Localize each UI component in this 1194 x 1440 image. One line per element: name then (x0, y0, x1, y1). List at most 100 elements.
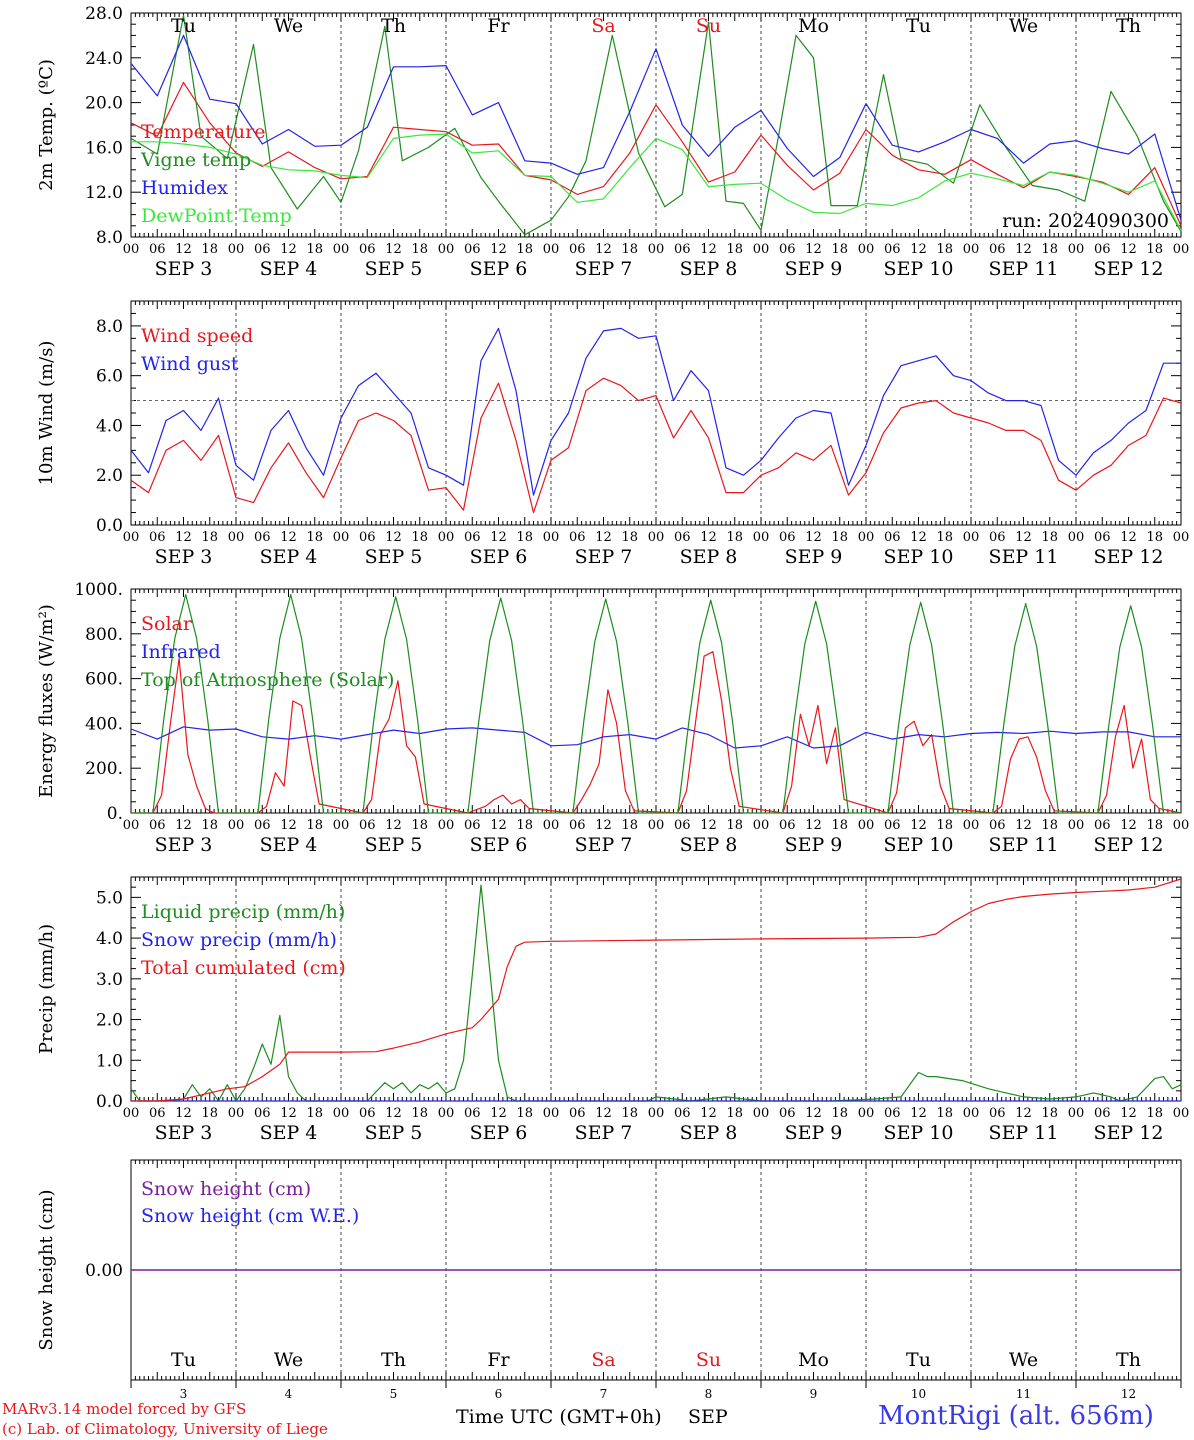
x-tick-label: 12 (175, 1106, 192, 1121)
month-label: SEP (688, 1406, 728, 1428)
x-tick-label: 12 (490, 242, 507, 257)
y-axis-title: Precip (mm/h) (36, 924, 57, 1054)
x-tick-label: 18 (516, 1106, 533, 1121)
date-label: SEP 7 (575, 258, 633, 280)
x-tick-label: 18 (411, 1106, 428, 1121)
day-name: Sa (591, 1349, 615, 1371)
date-label: SEP 3 (155, 834, 213, 856)
legend-entry: Humidex (141, 177, 228, 199)
x-tick-label: 18 (726, 530, 743, 545)
x-tick-label: 12 (280, 242, 297, 257)
series-line (131, 133, 1182, 231)
x-tick-label: 18 (306, 1106, 323, 1121)
day-name: Fr (487, 15, 510, 37)
series-line (131, 878, 1182, 1102)
x-tick-label: 00 (228, 818, 245, 833)
x-tick-label: 00 (438, 530, 455, 545)
x-tick-label: 00 (753, 818, 770, 833)
date-label: SEP 7 (575, 1122, 633, 1144)
legend-entry: Wind speed (141, 325, 253, 347)
legend-entry: Vigne temp (140, 149, 251, 171)
x-tick-label: 12 (595, 1106, 612, 1121)
x-tick-label: 18 (201, 242, 218, 257)
x-tick-label: 06 (1094, 530, 1111, 545)
x-tick-label: 12 (910, 242, 927, 257)
x-tick-label: 00 (1173, 242, 1190, 257)
date-label: SEP 4 (260, 546, 318, 568)
x-tick-label: 18 (1146, 1106, 1163, 1121)
x-tick-label: 18 (936, 1106, 953, 1121)
x-tick-label: 06 (359, 818, 376, 833)
day-number: 7 (600, 1387, 608, 1401)
x-tick-label: 00 (753, 242, 770, 257)
day-name: Tu (906, 1349, 931, 1371)
date-label: SEP 11 (989, 258, 1059, 280)
x-tick-label: 12 (700, 818, 717, 833)
x-tick-label: 12 (805, 818, 822, 833)
x-tick-label: 12 (805, 530, 822, 545)
date-label: SEP 7 (575, 834, 633, 856)
time-axis-title: Time UTC (GMT+0h) (456, 1406, 662, 1428)
x-tick-label: 18 (936, 242, 953, 257)
x-tick-label: 12 (805, 242, 822, 257)
date-label: SEP 10 (884, 546, 954, 568)
y-axis-title: Energy fluxes (W/m²) (36, 604, 57, 798)
y-tick-label: 2.0 (96, 1011, 123, 1031)
y-tick-label: 0.00 (85, 1261, 123, 1281)
date-label: SEP 9 (785, 1122, 843, 1144)
day-name: Th (1116, 1349, 1141, 1371)
y-tick-label: 0. (107, 804, 123, 824)
day-name: Fr (487, 1349, 510, 1371)
x-tick-label: 06 (149, 530, 166, 545)
x-tick-label: 06 (464, 242, 481, 257)
series-line (130, 14, 1182, 236)
date-label: SEP 8 (680, 1122, 738, 1144)
date-label: SEP 10 (884, 1122, 954, 1144)
x-tick-label: 00 (1068, 530, 1085, 545)
y-tick-label: 20.0 (85, 94, 123, 114)
x-tick-label: 12 (385, 818, 402, 833)
x-tick-label: 12 (490, 530, 507, 545)
x-tick-label: 00 (963, 530, 980, 545)
x-tick-label: 12 (280, 818, 297, 833)
day-number: 11 (1016, 1387, 1031, 1401)
x-tick-label: 18 (831, 818, 848, 833)
x-tick-label: 06 (254, 818, 271, 833)
date-label: SEP 5 (365, 834, 423, 856)
date-label: SEP 4 (260, 834, 318, 856)
y-tick-label: 0.0 (96, 1092, 123, 1112)
y-tick-label: 28.0 (85, 4, 123, 24)
plot-frame (130, 588, 1182, 814)
day-number: 5 (390, 1387, 398, 1401)
x-tick-label: 12 (175, 530, 192, 545)
date-label: SEP 9 (785, 546, 843, 568)
x-tick-label: 12 (385, 1106, 402, 1121)
day-number: 3 (180, 1387, 188, 1401)
x-tick-label: 12 (175, 818, 192, 833)
x-tick-label: 00 (123, 1106, 140, 1121)
x-tick-label: 06 (464, 818, 481, 833)
x-tick-label: 12 (700, 1106, 717, 1121)
x-tick-label: 06 (149, 1106, 166, 1121)
date-label: SEP 6 (470, 546, 528, 568)
x-tick-label: 12 (280, 1106, 297, 1121)
x-tick-label: 12 (595, 818, 612, 833)
date-label: SEP 8 (680, 834, 738, 856)
y-tick-label: 5.0 (96, 888, 123, 908)
x-tick-label: 06 (989, 1106, 1006, 1121)
date-label: SEP 10 (884, 258, 954, 280)
x-tick-label: 06 (569, 818, 586, 833)
y-tick-label: 600. (85, 670, 123, 690)
x-tick-label: 18 (1041, 1106, 1058, 1121)
day-name: Th (381, 1349, 406, 1371)
x-tick-label: 06 (149, 818, 166, 833)
x-tick-label: 06 (989, 818, 1006, 833)
x-tick-label: 00 (228, 1106, 245, 1121)
y-tick-label: 3.0 (96, 970, 123, 990)
legend-entry: Snow height (cm) (141, 1178, 311, 1200)
x-tick-label: 06 (359, 242, 376, 257)
panel-3: 0. 200. 400. 600. 800. 1000. Energy fluxes (W/… (36, 580, 1189, 856)
x-tick-label: 18 (201, 530, 218, 545)
day-name: Su (696, 1349, 721, 1371)
x-tick-label: 00 (543, 530, 560, 545)
